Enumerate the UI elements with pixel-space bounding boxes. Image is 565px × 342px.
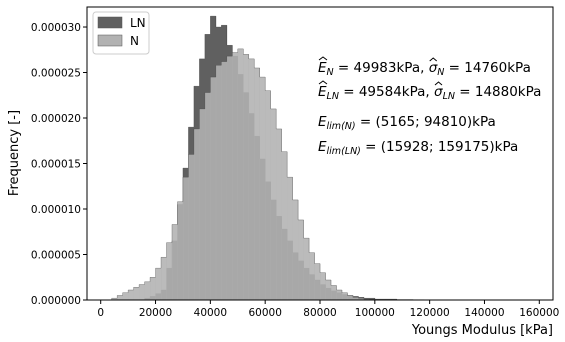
annotation-1: EN = 49983kPa, σN = 14760kPa xyxy=(318,60,531,78)
bar-n xyxy=(298,219,304,300)
legend-swatch-ln xyxy=(97,16,123,29)
bar-n xyxy=(155,268,162,300)
bar-n xyxy=(303,238,310,300)
x-tick-label: 100000 xyxy=(355,307,395,319)
y-axis: 0.000000 0.000005 0.000010 0.000015 0.000020… xyxy=(31,22,87,307)
bar-n xyxy=(188,154,195,300)
bar-n xyxy=(182,177,189,300)
bar-n xyxy=(325,279,332,300)
bar-n xyxy=(232,52,239,300)
bar-n xyxy=(320,272,326,300)
y-tick-label: 0.000000 xyxy=(31,295,81,307)
y-tick-label: 0.000010 xyxy=(31,204,81,216)
bar-n xyxy=(150,277,156,300)
bar-n xyxy=(341,292,348,300)
bar-n xyxy=(226,56,233,300)
x-tick-label: 20000 xyxy=(139,307,172,319)
x-tick-label: 40000 xyxy=(194,307,227,319)
bar-n xyxy=(254,67,260,300)
bar-n xyxy=(347,295,354,300)
bar-n xyxy=(336,289,343,300)
x-tick-label: 120000 xyxy=(410,307,450,319)
bar-n xyxy=(144,281,151,300)
bar-ln xyxy=(369,298,376,300)
bar-n xyxy=(243,54,250,300)
x-tick-label: 160000 xyxy=(519,307,559,319)
bar-n xyxy=(199,108,206,300)
x-tick-label: 80000 xyxy=(303,307,336,319)
legend-label-n: N xyxy=(130,34,139,48)
legend: LN N xyxy=(92,11,150,55)
legend-swatch-n xyxy=(97,34,123,47)
bar-n xyxy=(309,252,315,300)
bar-n xyxy=(330,285,337,300)
legend-label-ln: LN xyxy=(130,16,146,30)
bar-n xyxy=(210,77,217,300)
bar-n xyxy=(352,297,359,300)
y-axis-label: Frequency [-] xyxy=(7,110,22,196)
bar-n xyxy=(193,128,200,300)
x-tick-label: 60000 xyxy=(248,307,281,319)
annotation-3: Elim(N) = (5165; 94810)kPa xyxy=(318,114,496,132)
bar-n xyxy=(248,58,255,301)
x-axis: 0 20000 40000 60000 80000 100000 120000 140000 1… xyxy=(97,300,559,319)
bar-n xyxy=(177,201,184,300)
bar-n xyxy=(128,289,134,300)
bar-n xyxy=(166,242,173,300)
hat-mark xyxy=(318,80,328,85)
series-n xyxy=(111,48,370,301)
x-tick-label: 0 xyxy=(97,307,104,319)
annotation-4: Elim(LN) = (15928; 159175)kPa xyxy=(318,139,518,157)
bar-n xyxy=(161,257,167,300)
annotations: EN = 49983kPa, σN = 14760kPa ELN = 49584k… xyxy=(318,56,541,157)
bar-n xyxy=(237,48,244,300)
y-tick-label: 0.000005 xyxy=(31,250,81,262)
hat-mark xyxy=(434,81,443,86)
hat-mark xyxy=(318,56,328,61)
bar-n xyxy=(133,287,140,300)
annotation-2: ELN = 49584kPa, σLN = 14880kPa xyxy=(318,84,541,102)
bar-n xyxy=(111,298,118,300)
bar-n xyxy=(171,224,178,300)
x-tick-label: 140000 xyxy=(464,307,504,319)
bars-layer xyxy=(111,15,540,301)
y-tick-label: 0.000025 xyxy=(31,68,81,80)
y-tick-label: 0.000015 xyxy=(31,159,81,171)
y-tick-label: 0.000030 xyxy=(31,22,81,34)
bar-n xyxy=(314,263,321,300)
bar-n xyxy=(265,90,271,301)
bar-n xyxy=(122,292,129,300)
bar-n xyxy=(270,108,277,300)
bar-n xyxy=(292,199,299,300)
bar-n xyxy=(204,92,211,300)
bar-n xyxy=(117,295,123,300)
hat-mark xyxy=(429,57,438,62)
bar-n xyxy=(221,61,228,300)
bar-n xyxy=(276,128,282,300)
bar-n xyxy=(139,284,145,300)
bar-n xyxy=(281,151,288,300)
y-tick-label: 0.000020 xyxy=(31,113,81,125)
bar-n xyxy=(287,177,293,300)
bar-n xyxy=(358,298,365,300)
x-axis-label: Youngs Modulus [kPa] xyxy=(411,323,553,338)
bar-n xyxy=(215,65,222,301)
outline-n xyxy=(111,48,370,300)
bar-n xyxy=(259,77,266,300)
